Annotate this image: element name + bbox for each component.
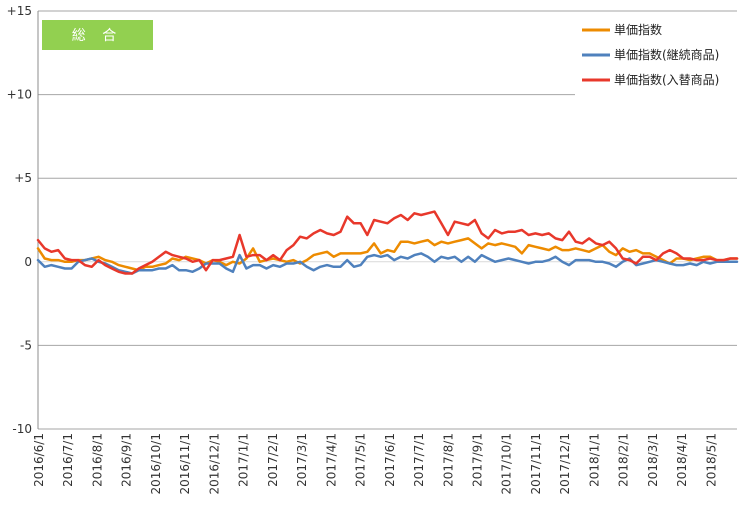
y-tick-label: -5 [20,338,32,352]
x-tick-label: 2017/10/1 [500,433,514,495]
y-tick-label: -10 [12,422,32,436]
y-tick-label: +5 [14,171,32,185]
legend-label-2: 単価指数(入替商品) [614,72,719,87]
x-tick-label: 2018/2/1 [617,433,631,487]
x-tick-label: 2017/4/1 [324,433,338,487]
x-tick-label: 2017/8/1 [441,433,455,487]
x-tick-label: 2017/2/1 [266,433,280,487]
x-tick-label: 2017/12/1 [558,433,572,495]
x-tick-label: 2017/7/1 [412,433,426,487]
x-tick-label: 2017/1/1 [237,433,251,487]
x-tick-label: 2017/5/1 [354,433,368,487]
x-tick-label: 2016/6/1 [32,433,46,487]
series-line-1 [36,252,739,275]
y-tick-label: +10 [7,88,32,102]
x-tick-label: 2018/5/1 [704,433,718,487]
x-tick-label: 2016/11/1 [178,433,192,495]
x-tick-label: 2016/9/1 [120,433,134,487]
x-tick-label: 2016/7/1 [61,433,75,487]
x-tick-label: 2017/9/1 [471,433,485,487]
series-lines [36,210,739,275]
x-tick-label: 2017/6/1 [383,433,397,487]
y-tick-label: 0 [24,255,32,269]
total-badge: 総 合 [42,20,153,50]
series-line-0 [36,237,739,272]
x-tick-label: 2018/3/1 [646,433,660,487]
x-tick-label: 2016/10/1 [149,433,163,495]
x-tick-label: 2018/4/1 [675,433,689,487]
total-badge-label: 総 合 [72,28,122,44]
y-axis-tick-labels: +15 +10 +5 0 -5 -10 [7,4,32,436]
x-tick-label: 2017/11/1 [529,433,543,495]
x-axis-tick-labels: 2016/6/1 2016/7/1 2016/8/1 2016/9/1 2016/10/… [32,433,718,495]
y-tick-label: +15 [7,4,32,18]
legend-label-1: 単価指数(継続商品) [614,47,719,62]
total-badge-background [42,20,153,50]
x-tick-label: 2017/3/1 [295,433,309,487]
gridlines [38,10,737,430]
legend-label-0: 単価指数 [614,22,662,37]
x-tick-label: 2016/12/1 [207,433,221,495]
series-line-2 [36,210,739,275]
x-tick-label: 2016/8/1 [90,433,104,487]
x-tick-label: 2018/1/1 [587,433,601,487]
